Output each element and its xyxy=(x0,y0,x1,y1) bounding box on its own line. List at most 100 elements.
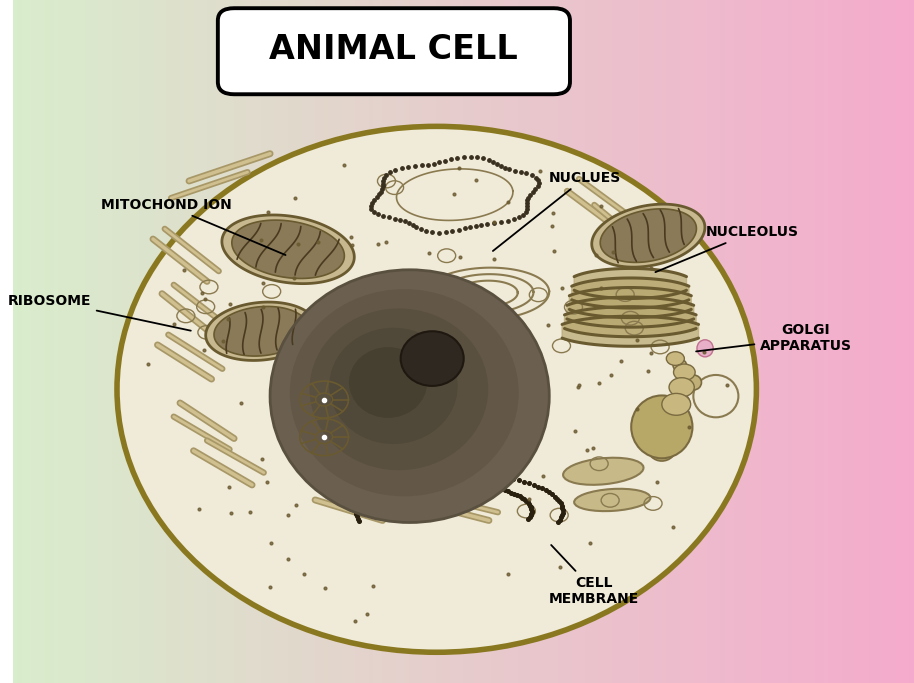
Point xyxy=(502,164,516,175)
Polygon shape xyxy=(562,316,698,346)
Point xyxy=(524,503,538,514)
Point xyxy=(521,192,536,203)
Point xyxy=(481,154,495,165)
Point xyxy=(550,493,565,504)
Point xyxy=(386,494,400,505)
Polygon shape xyxy=(600,209,696,262)
Point xyxy=(420,159,435,170)
Point xyxy=(437,156,452,167)
Point xyxy=(376,480,390,491)
Point xyxy=(405,486,420,497)
Polygon shape xyxy=(567,297,694,327)
Point xyxy=(542,487,557,498)
Point xyxy=(419,225,433,236)
Point xyxy=(485,156,500,167)
Point xyxy=(409,222,424,233)
Text: MITOCHOND ION: MITOCHOND ION xyxy=(101,198,285,255)
Point xyxy=(430,469,445,479)
Circle shape xyxy=(674,364,696,380)
Text: ANIMAL CELL: ANIMAL CELL xyxy=(269,33,518,66)
Point xyxy=(388,165,403,176)
Point xyxy=(519,200,534,211)
Point xyxy=(524,502,538,513)
Point xyxy=(470,152,484,163)
Point xyxy=(522,477,537,488)
Point xyxy=(376,178,390,189)
Point xyxy=(349,511,364,522)
Point xyxy=(551,516,566,527)
Point xyxy=(446,479,461,490)
Point xyxy=(473,480,488,491)
Point xyxy=(500,472,515,483)
Point xyxy=(438,227,452,238)
Point xyxy=(469,220,484,231)
Point xyxy=(370,208,385,219)
Ellipse shape xyxy=(329,328,458,444)
Polygon shape xyxy=(222,215,355,283)
Point xyxy=(497,485,512,496)
Ellipse shape xyxy=(663,415,688,438)
Ellipse shape xyxy=(686,375,701,390)
Point xyxy=(455,479,470,490)
Point xyxy=(470,469,484,479)
Polygon shape xyxy=(574,268,686,298)
Point xyxy=(510,490,525,501)
Point xyxy=(408,161,422,171)
Point xyxy=(431,227,446,238)
Point xyxy=(367,206,381,217)
Point xyxy=(501,486,515,497)
Point xyxy=(494,217,508,227)
Point xyxy=(512,475,526,486)
Point xyxy=(374,186,388,197)
Point xyxy=(524,508,538,519)
Point xyxy=(474,219,489,230)
Point xyxy=(384,496,399,507)
Point xyxy=(519,168,534,179)
Point xyxy=(556,505,570,516)
Polygon shape xyxy=(214,307,308,356)
Point xyxy=(379,504,394,515)
Point xyxy=(494,161,508,171)
Point xyxy=(515,209,530,220)
Point xyxy=(554,512,569,523)
Point xyxy=(490,158,505,169)
Point xyxy=(419,470,433,481)
Point xyxy=(379,506,394,517)
Polygon shape xyxy=(206,302,316,361)
Point xyxy=(364,486,378,497)
Point xyxy=(556,507,570,518)
Point xyxy=(348,508,363,519)
Point xyxy=(457,152,472,163)
Point xyxy=(451,468,465,479)
Point xyxy=(424,481,439,492)
Point xyxy=(375,184,389,195)
Point xyxy=(555,510,569,520)
Text: NUCLEOLUS: NUCLEOLUS xyxy=(655,225,799,272)
Point xyxy=(501,216,515,227)
Point xyxy=(528,172,543,183)
Point xyxy=(393,214,408,225)
Point xyxy=(506,214,521,225)
Point xyxy=(547,491,562,502)
Point xyxy=(369,192,384,203)
Point xyxy=(348,503,363,514)
Point xyxy=(443,154,458,165)
Point xyxy=(381,499,396,510)
Point xyxy=(520,195,535,206)
Point xyxy=(494,484,508,495)
Point xyxy=(494,471,509,482)
Point xyxy=(381,511,396,522)
Polygon shape xyxy=(591,204,705,267)
Ellipse shape xyxy=(563,458,643,485)
Point xyxy=(379,507,394,518)
Point xyxy=(372,189,387,200)
Point xyxy=(364,204,378,214)
Point xyxy=(432,480,447,491)
Point xyxy=(538,485,553,496)
Point xyxy=(388,213,402,224)
Point xyxy=(452,225,466,236)
Point xyxy=(531,481,546,492)
Point xyxy=(444,468,459,479)
Point xyxy=(515,492,529,503)
Ellipse shape xyxy=(349,347,427,418)
